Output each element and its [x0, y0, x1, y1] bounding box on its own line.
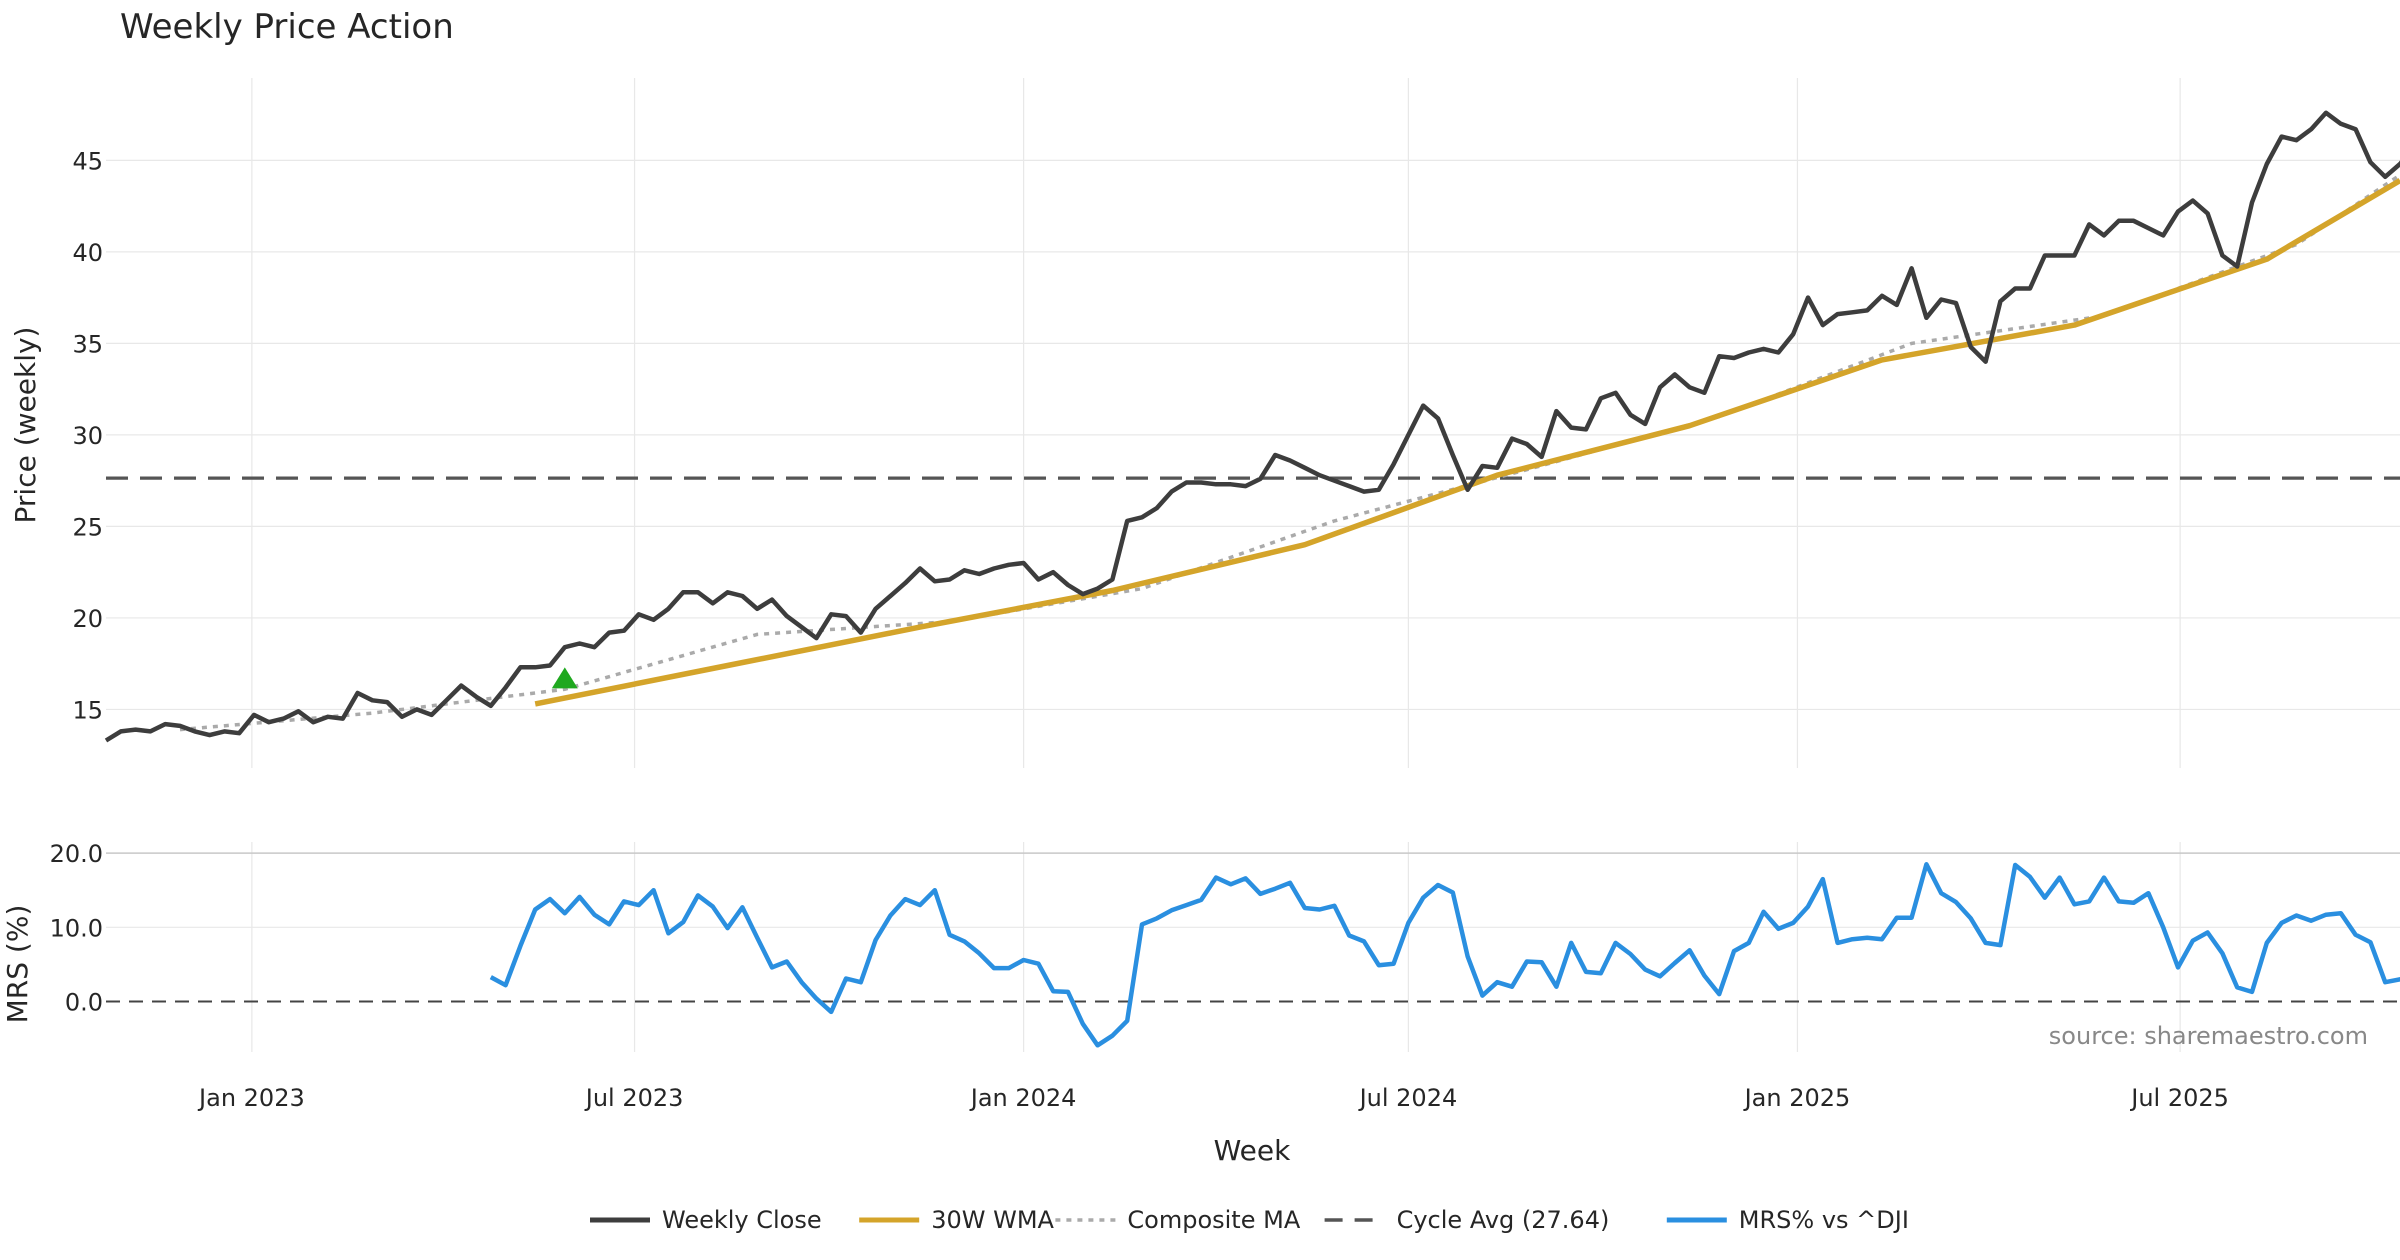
legend-label-1: 30W WMA: [931, 1206, 1054, 1234]
legend-label-2: Composite MA: [1127, 1206, 1300, 1234]
price-y-tick-5: 40: [72, 239, 103, 267]
source-note: source: sharemaestro.com: [2049, 1022, 2368, 1050]
price-y-tick-3: 30: [72, 422, 103, 450]
mrs-line: [489, 862, 2400, 1048]
mrs-y-ticks: 0.0 10.0 20.0: [50, 840, 103, 1016]
mrs-gridlines: [106, 842, 2400, 1052]
price-y-tick-0: 15: [72, 696, 103, 724]
x-tick-label-3: Jul 2024: [1358, 1084, 1458, 1112]
wma-30w-line: [534, 178, 2400, 707]
price-y-axis-label: Price (weekly): [9, 327, 42, 524]
legend-label-0: Weekly Close: [662, 1206, 822, 1234]
x-tick-label-0: Jan 2023: [197, 1084, 305, 1112]
mrs-y-tick-1: 10.0: [50, 914, 103, 942]
chart-title: Weekly Price Action: [120, 7, 454, 47]
legend-label-3: Cycle Avg (27.64): [1397, 1206, 1610, 1234]
price-y-ticks: 15 20 25 30 35 40 45: [72, 147, 103, 724]
legend-label-4: MRS% vs ^DJI: [1739, 1206, 1909, 1234]
price-panel: 15 20 25 30 35 40 45 Price (weekly): [9, 78, 2400, 768]
x-tick-label-1: Jul 2023: [584, 1084, 684, 1112]
composite-ma-line: [179, 173, 2400, 732]
price-y-tick-6: 45: [72, 147, 103, 175]
price-y-tick-4: 35: [72, 330, 103, 358]
x-tick-label-4: Jan 2025: [1743, 1084, 1851, 1112]
weekly-close-line: [104, 110, 2400, 743]
x-tick-label-2: Jan 2024: [969, 1084, 1077, 1112]
mrs-y-tick-0: 0.0: [65, 989, 103, 1017]
x-axis-ticks: Jan 2023 Jul 2023 Jan 2024 Jul 2024 Jan 2025…: [197, 1084, 2229, 1112]
x-tick-label-5: Jul 2025: [2129, 1084, 2229, 1112]
mrs-y-axis-label: MRS (%): [1, 905, 34, 1024]
buy-signal-marker: [551, 667, 578, 689]
legend: Weekly Close 30W WMA Composite MA Cycle Avg…: [590, 1206, 1909, 1234]
price-y-tick-1: 20: [72, 605, 103, 633]
mrs-panel: 0.0 10.0 20.0 MRS (%) source: sharemaestro…: [1, 840, 2400, 1052]
price-gridlines: [106, 78, 2400, 768]
price-y-tick-2: 25: [72, 513, 103, 541]
mrs-y-tick-2: 20.0: [50, 840, 103, 868]
x-axis-label: Week: [1214, 1134, 1291, 1167]
